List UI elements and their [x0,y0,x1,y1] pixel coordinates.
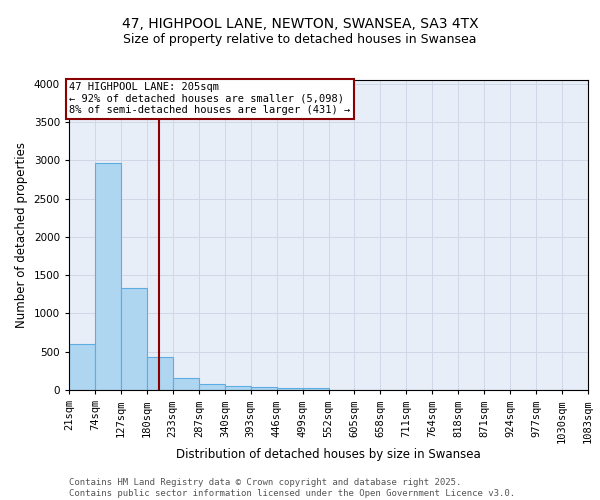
Bar [121,288,147,390]
Text: Size of property relative to detached houses in Swansea: Size of property relative to detached ho… [123,32,477,46]
Text: 47, HIGHPOOL LANE, NEWTON, SWANSEA, SA3 4TX: 47, HIGHPOOL LANE, NEWTON, SWANSEA, SA3 … [122,18,478,32]
Bar [251,387,277,390]
Bar [225,386,251,390]
Y-axis label: Number of detached properties: Number of detached properties [15,142,28,328]
Bar [147,357,173,390]
Bar [199,384,225,390]
Bar [173,378,199,390]
Bar [95,162,121,390]
Bar [69,344,95,390]
Text: 47 HIGHPOOL LANE: 205sqm
← 92% of detached houses are smaller (5,098)
8% of semi: 47 HIGHPOOL LANE: 205sqm ← 92% of detach… [70,82,351,116]
Bar [302,388,329,390]
Bar [277,388,302,390]
Text: Contains HM Land Registry data © Crown copyright and database right 2025.
Contai: Contains HM Land Registry data © Crown c… [69,478,515,498]
X-axis label: Distribution of detached houses by size in Swansea: Distribution of detached houses by size … [176,448,481,462]
